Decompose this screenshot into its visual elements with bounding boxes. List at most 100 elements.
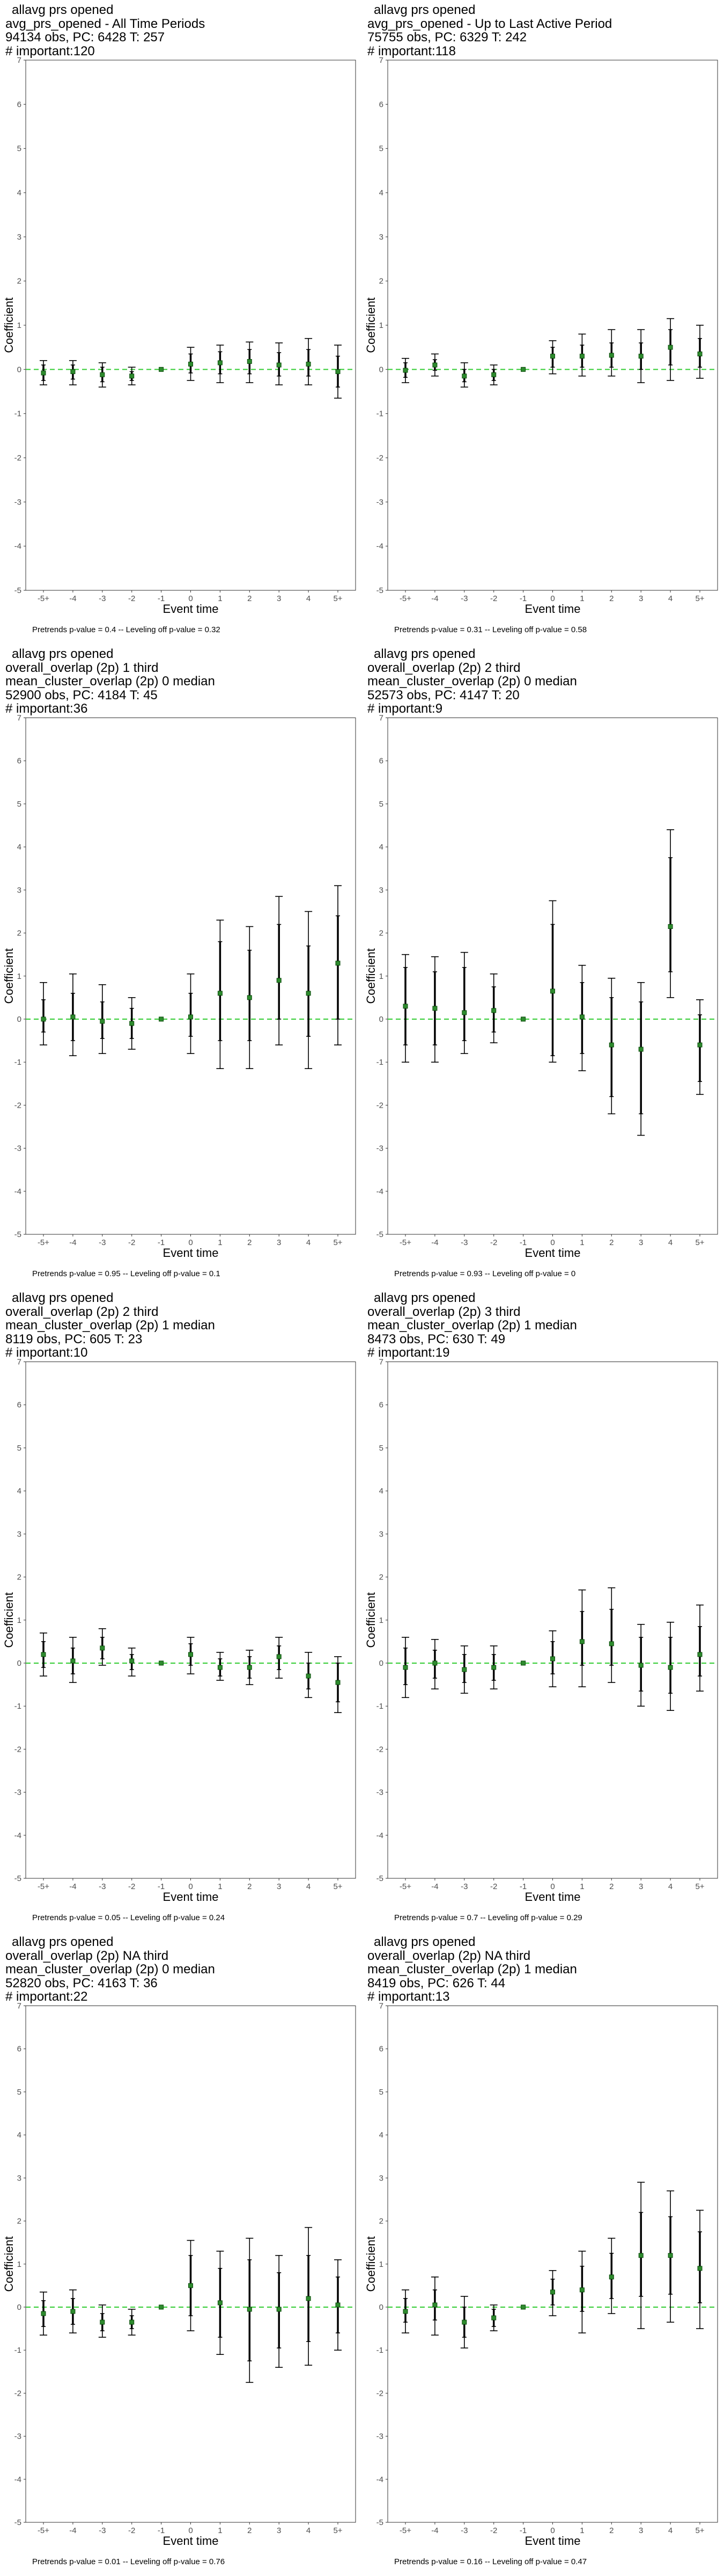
x-tick-label: 0 [188, 1882, 193, 1891]
estimate-point [306, 991, 311, 996]
x-tick-label: 0 [188, 594, 193, 603]
y-tick-label: 2 [17, 2217, 21, 2226]
y-tick-label: 5 [17, 1444, 21, 1453]
x-tick-label: 1 [218, 594, 222, 603]
x-tick-label: 0 [188, 1238, 193, 1247]
title-line: allavg prs opened [12, 647, 114, 661]
y-tick-label: 7 [379, 2002, 383, 2011]
estimate-point [159, 1016, 164, 1022]
x-tick-label: -2 [128, 1882, 135, 1891]
x-tick-label: -4 [431, 594, 438, 603]
estimate-point [491, 2315, 497, 2321]
x-tick-label: 1 [218, 2526, 222, 2535]
estimate-point [668, 2253, 673, 2258]
y-tick-label: -3 [376, 1788, 383, 1797]
chart-panel: allavg prs opened overall_overlap (2p) NA… [362, 1932, 724, 2576]
y-tick-label: 3 [379, 2174, 383, 2183]
chart-title: allavg prs opened overall_overlap (2p) 1 … [5, 647, 359, 716]
x-tick-label: 2 [609, 594, 614, 603]
x-tick-label: 2 [609, 2526, 614, 2535]
y-tick-label: 1 [379, 2260, 383, 2269]
chart-panel: allavg prs opened avg_prs_opened - Up to … [362, 0, 724, 644]
y-axis-label: Coefficient [2, 297, 16, 353]
title-line: mean_cluster_overlap (2p) 0 median [5, 1962, 215, 1977]
estimate-point [276, 1654, 282, 1659]
chart-title: allavg prs opened overall_overlap (2p) 2 … [5, 1291, 359, 1360]
estimate-point [129, 2319, 135, 2325]
y-axis-label: Coefficient [364, 2236, 378, 2292]
title-line: # important:19 [367, 1345, 450, 1360]
y-tick-label: -2 [14, 2389, 21, 2398]
x-tick-label: 0 [188, 2526, 193, 2535]
x-tick-label: -4 [69, 1882, 76, 1891]
y-tick-label: -4 [14, 542, 21, 551]
y-tick-label: 7 [379, 714, 383, 723]
y-tick-label: -3 [376, 2432, 383, 2441]
x-tick-label: -1 [158, 2526, 165, 2535]
chart-svg: -5 -4 -3 -2 -1 0 1 2 3 4 5 6 7 -5+ -4 -3 -2 -1 0 1 2 3 4 5+ Coef… [364, 56, 718, 616]
x-tick-label: 2 [247, 1882, 252, 1891]
y-axis-label: Coefficient [364, 1592, 378, 1648]
y-tick-label: -5 [14, 586, 21, 595]
x-tick-label: 4 [668, 1238, 673, 1247]
estimate-point [70, 1658, 76, 1664]
title-line: # important:22 [5, 1989, 88, 2004]
x-tick-label: -1 [520, 1882, 527, 1891]
estimate-point [217, 2300, 223, 2306]
y-tick-label: 6 [17, 100, 21, 109]
chart-svg: -5 -4 -3 -2 -1 0 1 2 3 4 5 6 7 -5+ -4 -3 -2 -1 0 1 2 3 4 5+ Coef… [364, 714, 718, 1260]
estimate-point [41, 1016, 46, 1022]
estimate-point [276, 2307, 282, 2312]
estimate-point [668, 924, 673, 930]
y-tick-label: 4 [379, 1487, 383, 1496]
y-tick-label: 4 [17, 843, 21, 852]
y-tick-label: -5 [14, 2518, 21, 2527]
x-tick-label: 1 [218, 1882, 222, 1891]
x-tick-label: -2 [490, 2526, 497, 2535]
x-tick-label: 0 [550, 2526, 555, 2535]
chart-panel: allavg prs opened overall_overlap (2p) 1 … [0, 644, 362, 1288]
x-tick-label: -5+ [400, 1238, 411, 1247]
estimate-point [609, 1641, 614, 1646]
estimate-point [697, 352, 703, 357]
estimate-point [70, 1014, 76, 1020]
x-tick-label: 4 [668, 1882, 673, 1891]
y-tick-label: 0 [379, 1015, 383, 1024]
y-tick-label: 0 [379, 365, 383, 374]
chart-title: allavg prs opened overall_overlap (2p) NA… [367, 1935, 721, 2004]
y-tick-label: 1 [17, 321, 21, 330]
estimate-point [247, 1665, 252, 1670]
estimate-point [306, 1673, 311, 1679]
x-tick-label: 5+ [695, 594, 704, 603]
chart-title: allavg prs opened avg_prs_opened - Up to … [367, 3, 721, 58]
x-tick-label: 3 [277, 2526, 281, 2535]
plot-frame [25, 60, 356, 591]
estimate-point [521, 1660, 526, 1666]
estimate-point [462, 1010, 467, 1015]
chart-svg: -5 -4 -3 -2 -1 0 1 2 3 4 5 6 7 -5+ -4 -3 -2 -1 0 1 2 3 4 5+ Coef… [364, 1358, 718, 1904]
chart-title: allavg prs opened overall_overlap (2p) NA… [5, 1935, 359, 2004]
title-line: # important:118 [367, 43, 456, 58]
y-tick-label: -3 [14, 1788, 21, 1797]
pvalue-footnote: Pretrends p-value = 0.95 -- Leveling off… [32, 1269, 220, 1278]
title-line: allavg prs opened [374, 647, 476, 661]
plot-frame [387, 1362, 718, 1879]
y-tick-label: 5 [17, 800, 21, 809]
estimate-point [247, 2307, 252, 2312]
x-tick-label: -3 [461, 2526, 468, 2535]
y-tick-label: 4 [379, 2131, 383, 2140]
y-tick-label: 4 [17, 2131, 21, 2140]
x-tick-label: 5+ [695, 2526, 704, 2535]
title-line: mean_cluster_overlap (2p) 0 median [367, 674, 577, 689]
x-tick-label: 5+ [333, 2526, 342, 2535]
estimate-point [638, 1046, 644, 1052]
title-line: allavg prs opened [12, 3, 114, 17]
chart-svg: -5 -4 -3 -2 -1 0 1 2 3 4 5 6 7 -5+ -4 -3 -2 -1 0 1 2 3 4 5+ Coef… [2, 1358, 356, 1904]
title-line: avg_prs_opened - All Time Periods [5, 16, 205, 31]
y-tick-label: -4 [376, 1187, 383, 1196]
title-line: allavg prs opened [12, 1291, 114, 1305]
x-tick-label: 3 [639, 1882, 643, 1891]
x-tick-label: 3 [639, 2526, 643, 2535]
y-tick-label: 6 [379, 100, 383, 109]
estimate-point [638, 2253, 644, 2258]
